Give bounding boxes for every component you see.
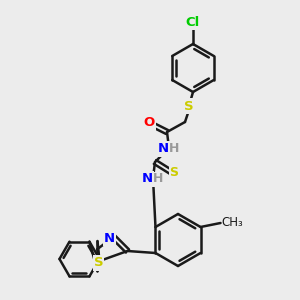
Text: O: O — [143, 116, 155, 130]
Text: CH₃: CH₃ — [221, 217, 243, 230]
Text: S: S — [94, 256, 103, 269]
Text: N: N — [158, 142, 169, 155]
Text: H: H — [153, 172, 163, 185]
Text: N: N — [141, 172, 153, 185]
Text: N: N — [104, 232, 115, 244]
Text: H: H — [169, 142, 179, 155]
Text: Cl: Cl — [186, 16, 200, 28]
Text: S: S — [184, 100, 194, 112]
Text: S: S — [169, 167, 178, 179]
